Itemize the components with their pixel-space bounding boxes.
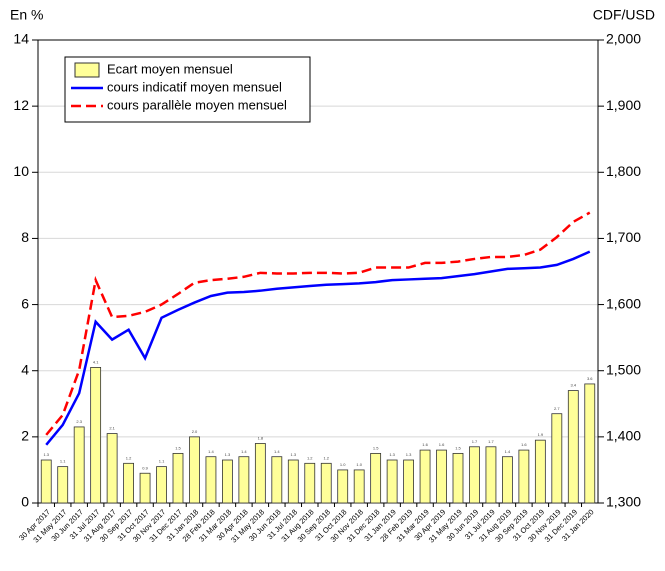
bar bbox=[106, 433, 118, 504]
data-label: 0.9 bbox=[142, 465, 148, 470]
line bbox=[45, 211, 591, 436]
data-label: 1.5 bbox=[455, 445, 461, 450]
bar bbox=[403, 459, 414, 504]
bar bbox=[40, 459, 52, 504]
data-label: 1.0 bbox=[340, 462, 346, 467]
y2-tick-label: 1,500 bbox=[606, 361, 641, 377]
data-label: 1.1 bbox=[60, 459, 66, 464]
y-tick-label: 2 bbox=[21, 428, 29, 444]
y-tick-label: 0 bbox=[21, 494, 29, 510]
line bbox=[45, 250, 591, 446]
bar bbox=[320, 462, 332, 504]
legend-label: cours indicatif moyen mensuel bbox=[107, 79, 282, 94]
data-label: 3.4 bbox=[571, 383, 577, 388]
bar bbox=[337, 469, 349, 504]
y-axis-label: En % bbox=[10, 7, 43, 23]
y2-tick-label: 1,800 bbox=[606, 163, 641, 179]
data-label: 1.2 bbox=[323, 455, 329, 460]
bar bbox=[205, 456, 217, 504]
legend-swatch bbox=[74, 62, 100, 78]
data-label: 2.7 bbox=[554, 406, 560, 411]
y-tick-label: 14 bbox=[13, 31, 29, 47]
data-label: 1.4 bbox=[505, 449, 511, 454]
bar bbox=[189, 436, 200, 504]
y2-tick-label: 1,600 bbox=[606, 295, 641, 311]
y-tick-label: 12 bbox=[13, 97, 29, 113]
data-label: 1.5 bbox=[373, 445, 379, 450]
y2-tick-label: 2,000 bbox=[606, 31, 641, 47]
bar bbox=[57, 466, 69, 504]
bar bbox=[139, 472, 151, 504]
y-tick-label: 4 bbox=[21, 361, 29, 377]
y2-tick-label: 1,700 bbox=[606, 229, 641, 245]
data-label: 1.0 bbox=[356, 462, 362, 467]
bar bbox=[172, 452, 184, 504]
data-label: 1.3 bbox=[225, 452, 231, 457]
bar bbox=[73, 426, 85, 504]
data-label: 1.6 bbox=[422, 442, 428, 447]
legend-label: Ecart moyen mensuel bbox=[107, 61, 233, 76]
y2-tick-label: 1,300 bbox=[606, 494, 641, 510]
data-label: 1.7 bbox=[472, 439, 478, 444]
bar bbox=[222, 459, 233, 504]
data-label: 3.6 bbox=[587, 376, 593, 381]
data-label: 1.3 bbox=[406, 452, 412, 457]
bar bbox=[419, 449, 431, 504]
bar bbox=[353, 469, 365, 504]
y-tick-label: 8 bbox=[21, 229, 29, 245]
data-label: 1.2 bbox=[126, 455, 132, 460]
bar bbox=[370, 452, 382, 504]
bar bbox=[551, 413, 563, 504]
bar bbox=[90, 367, 102, 504]
data-label: 1.4 bbox=[241, 449, 247, 454]
data-label: 1.4 bbox=[208, 449, 214, 454]
bar bbox=[271, 456, 283, 504]
data-label: 1.2 bbox=[307, 455, 313, 460]
y2-axis-label: CDF/USD bbox=[593, 7, 655, 23]
bar bbox=[502, 456, 513, 504]
data-label: 1.4 bbox=[274, 449, 280, 454]
data-label: 1.5 bbox=[175, 445, 181, 450]
bar bbox=[238, 456, 250, 504]
bar bbox=[518, 449, 530, 504]
bar bbox=[386, 459, 398, 504]
y-tick-label: 10 bbox=[13, 163, 29, 179]
bar bbox=[584, 383, 596, 504]
y-tick-label: 6 bbox=[21, 295, 29, 311]
data-label: 1.6 bbox=[521, 442, 527, 447]
data-label: 1.3 bbox=[291, 452, 297, 457]
data-label: 1.7 bbox=[488, 439, 494, 444]
y2-tick-label: 1,400 bbox=[606, 428, 641, 444]
bar bbox=[123, 462, 134, 504]
legend-box bbox=[64, 56, 311, 123]
data-label: 1.6 bbox=[439, 442, 445, 447]
data-label: 1.3 bbox=[389, 452, 395, 457]
data-label: 4.1 bbox=[93, 359, 99, 364]
bar bbox=[156, 466, 167, 504]
bar bbox=[469, 446, 480, 504]
data-label: 2.3 bbox=[76, 419, 82, 424]
data-label: 1.1 bbox=[159, 459, 165, 464]
bar bbox=[287, 459, 299, 504]
data-label: 2.1 bbox=[109, 426, 115, 431]
data-label: 2.0 bbox=[192, 429, 198, 434]
data-label: 1.8 bbox=[258, 436, 264, 441]
bar bbox=[254, 443, 266, 504]
bar bbox=[452, 452, 464, 504]
bar bbox=[304, 462, 316, 504]
y2-tick-label: 1,900 bbox=[606, 97, 641, 113]
bar bbox=[534, 439, 546, 504]
bar bbox=[436, 449, 447, 504]
bar bbox=[567, 390, 579, 504]
bar bbox=[485, 446, 497, 504]
data-label: 1.3 bbox=[43, 452, 49, 457]
data-label: 1.9 bbox=[538, 432, 544, 437]
legend-label: cours parallèle moyen mensuel bbox=[107, 97, 287, 112]
